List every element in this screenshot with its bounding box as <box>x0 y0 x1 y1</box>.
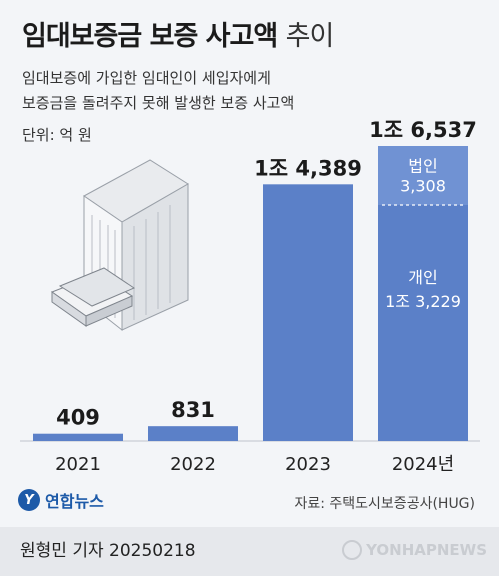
building-illustration-icon <box>50 159 189 332</box>
footer-band <box>0 527 499 576</box>
segment-value-label: 3,308 <box>400 177 446 196</box>
subtitle-line-1: 임대보증에 가입한 임대인이 세입자에게 <box>22 69 271 87</box>
chart-title: 임대보증금 보증 사고액 추이 <box>22 14 335 53</box>
bar-value-label: 1조 6,537 <box>369 118 477 142</box>
logo-text: 연합뉴스 <box>45 492 104 511</box>
bar-chart: 409 2021 831 2022 1조 4,389 2023 1조 6,537 2024년 법… <box>20 118 480 475</box>
bar-value-label: 1조 4,389 <box>254 156 362 180</box>
watermark-icon <box>342 540 363 560</box>
yonhap-logo-icon: Y <box>18 489 40 511</box>
unit-label: 단위: 억 원 <box>22 126 92 144</box>
subtitle-line-2: 보증금을 돌려주지 못해 발생한 보증 사고액 <box>22 94 295 112</box>
watermark: YONHAPNEWS <box>342 540 487 560</box>
x-tick-label: 2022 <box>170 454 216 475</box>
bar-value-label: 409 <box>56 406 100 430</box>
bar-2021 <box>33 433 123 441</box>
bar-segment-법인 <box>378 146 468 206</box>
reporter-credit: 원형민 기자 20250218 <box>20 541 196 561</box>
chart-subtitle: 임대보증에 가입한 임대인이 세입자에게 보증금을 돌려주지 못해 발생한 보증… <box>22 66 294 116</box>
bar-2022 <box>148 426 238 441</box>
bar-2023 <box>263 184 353 441</box>
x-tick-label: 2024년 <box>392 454 454 475</box>
bar-value-label: 831 <box>171 398 215 422</box>
yonhap-logo: Y 연합뉴스 <box>18 488 104 512</box>
segment-name-label: 개인 <box>408 268 437 287</box>
segment-name-label: 법인 <box>408 157 437 176</box>
title-bold: 임대보증금 보증 사고액 <box>22 21 278 52</box>
source-note: 자료: 주택도시보증공사(HUG) <box>294 496 475 512</box>
x-tick-label: 2021 <box>55 454 101 475</box>
segment-value-label: 1조 3,229 <box>385 292 461 311</box>
title-light: 추이 <box>285 21 335 52</box>
watermark-text: YONHAPNEWS <box>366 541 487 559</box>
x-tick-label: 2023 <box>285 454 331 475</box>
